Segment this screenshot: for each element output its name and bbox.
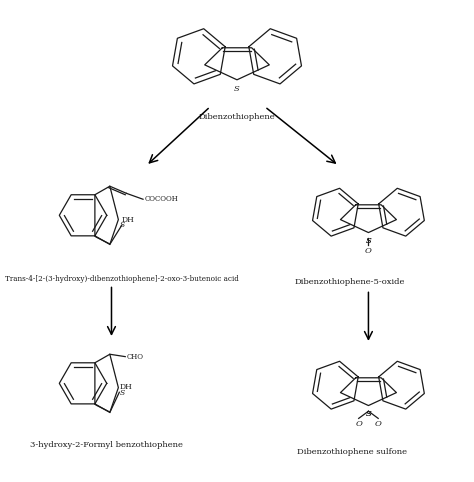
- Text: O: O: [355, 420, 362, 428]
- Text: S: S: [234, 85, 240, 93]
- Text: S: S: [365, 410, 371, 418]
- Text: COCOOH: COCOOH: [144, 195, 178, 203]
- Text: DH: DH: [119, 383, 132, 391]
- Text: CHO: CHO: [127, 353, 144, 361]
- Text: S: S: [374, 237, 380, 245]
- Text: 3-hydroxy-2-Formyl benzothiophene: 3-hydroxy-2-Formyl benzothiophene: [30, 441, 183, 449]
- Text: O: O: [375, 420, 382, 428]
- Text: S: S: [365, 237, 371, 245]
- Text: S: S: [365, 237, 371, 245]
- Text: DH: DH: [122, 216, 135, 224]
- Text: Trans-4-[2-(3-hydroxy)-dibenzothiophene]-2-oxo-3-butenoic acid: Trans-4-[2-(3-hydroxy)-dibenzothiophene]…: [5, 275, 238, 282]
- Text: O: O: [365, 247, 372, 255]
- Text: Dibenzothiophene sulfone: Dibenzothiophene sulfone: [297, 448, 407, 455]
- Text: S: S: [119, 221, 125, 229]
- Text: Dibenzothiophene-5-oxide: Dibenzothiophene-5-oxide: [294, 278, 405, 285]
- Text: S: S: [119, 389, 125, 397]
- Text: Dibenzothiophene: Dibenzothiophene: [199, 113, 275, 121]
- Text: S: S: [365, 410, 371, 418]
